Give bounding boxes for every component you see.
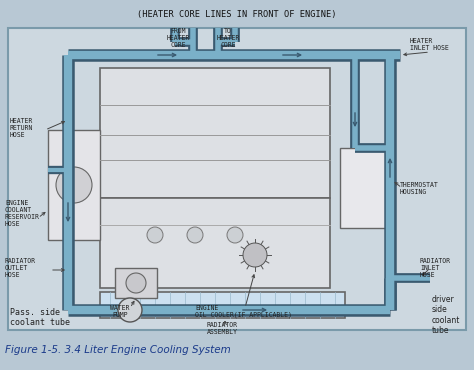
Text: RADIATOR
OUTLET
HOSE: RADIATOR OUTLET HOSE	[5, 258, 36, 278]
Text: Figure 1-5. 3.4 Liter Engine Cooling System: Figure 1-5. 3.4 Liter Engine Cooling Sys…	[5, 345, 231, 355]
Circle shape	[227, 227, 243, 243]
Text: THERMOSTAT
HOUSING: THERMOSTAT HOUSING	[400, 182, 439, 195]
Circle shape	[56, 167, 92, 203]
Text: HEATER
RETURN
HOSE: HEATER RETURN HOSE	[10, 118, 33, 138]
Bar	[340, 148, 392, 228]
Bar	[100, 68, 330, 198]
Text: Pass. side
coolant tube: Pass. side coolant tube	[10, 308, 70, 327]
Bar	[100, 292, 345, 318]
Text: FROM
HEATER
CORE: FROM HEATER CORE	[166, 28, 190, 48]
Text: RADIATOR
INLET
HOSE: RADIATOR INLET HOSE	[420, 258, 451, 278]
Circle shape	[187, 227, 203, 243]
Bar	[100, 198, 330, 288]
Text: RADIATOR
ASSEMBLY: RADIATOR ASSEMBLY	[207, 322, 237, 335]
Text: WATER
PUMP: WATER PUMP	[110, 305, 130, 318]
Bar	[115, 268, 157, 298]
Text: TO
HEATER
CORE: TO HEATER CORE	[216, 28, 240, 48]
Circle shape	[147, 227, 163, 243]
Text: driver
side
coolant
tube: driver side coolant tube	[432, 295, 460, 335]
Text: (HEATER CORE LINES IN FRONT OF ENGINE): (HEATER CORE LINES IN FRONT OF ENGINE)	[137, 10, 337, 19]
Circle shape	[243, 243, 267, 267]
Text: ENGINE
COOLANT
RESERVOIR
HOSE: ENGINE COOLANT RESERVOIR HOSE	[5, 200, 40, 227]
Circle shape	[118, 298, 142, 322]
Circle shape	[126, 273, 146, 293]
Text: ENGINE
OIL COOLER(IF APPLICABLE): ENGINE OIL COOLER(IF APPLICABLE)	[195, 305, 292, 319]
Bar	[48, 130, 100, 240]
Text: HEATER
INLET HOSE: HEATER INLET HOSE	[410, 38, 449, 51]
Bar	[8, 28, 466, 330]
